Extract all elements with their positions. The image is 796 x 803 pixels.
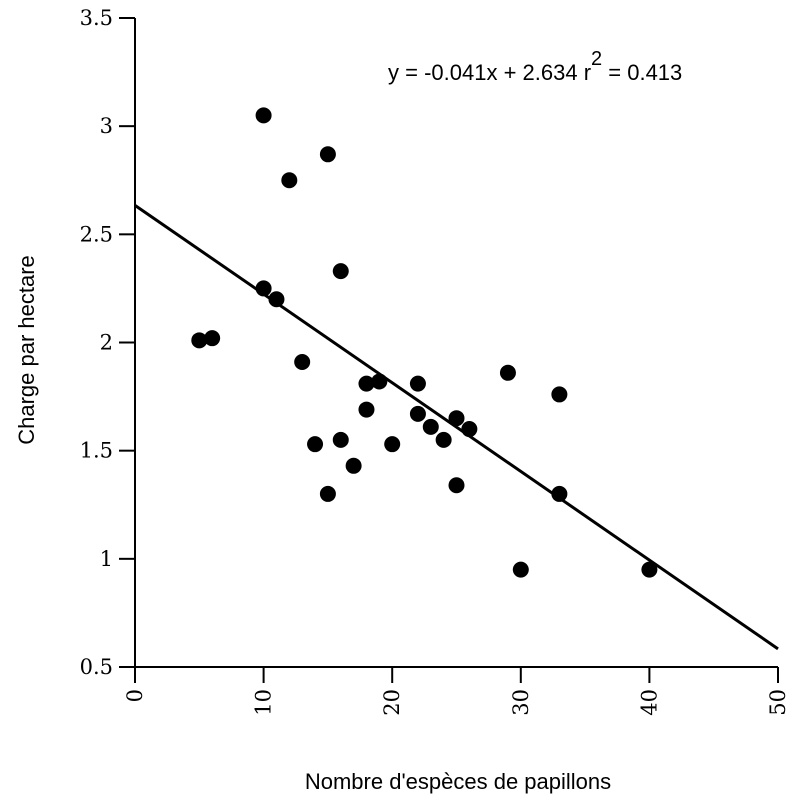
data-point-5 — [281, 172, 298, 189]
y-tick-label: 2 — [100, 331, 113, 355]
regression-line-group — [134, 204, 779, 651]
y-tick-label: 0.5 — [80, 655, 113, 679]
equation-superscript: 2 — [591, 48, 602, 70]
axes: 0.5 1 1.5 2 2.5 3 3.5 0 10 20 30 40 50 — [80, 6, 790, 716]
y-tick-label: 2.5 — [80, 222, 113, 246]
x-tick-label: 10 — [252, 689, 276, 716]
x-tick-label: 20 — [380, 689, 404, 716]
data-point-4 — [268, 291, 285, 308]
data-point-24 — [499, 364, 516, 381]
data-point-15 — [371, 373, 388, 390]
data-point-10 — [332, 263, 349, 280]
data-point-9 — [319, 485, 336, 502]
data-point-12 — [345, 457, 362, 474]
x-axis-label: Nombre d'espèces de papillons — [305, 769, 611, 794]
data-point-20 — [435, 431, 452, 448]
data-points — [191, 107, 658, 578]
regression-line — [134, 204, 779, 651]
equation-r2-value: = 0.413 — [602, 60, 682, 85]
x-tick-label: 40 — [637, 689, 661, 716]
data-point-27 — [551, 485, 568, 502]
data-point-14 — [358, 401, 375, 418]
data-point-21 — [448, 410, 465, 427]
x-tick-label: 50 — [766, 689, 790, 716]
data-point-6 — [294, 353, 311, 370]
data-point-18 — [409, 405, 426, 422]
data-point-8 — [319, 146, 336, 163]
data-point-13 — [358, 375, 375, 392]
data-point-11 — [332, 431, 349, 448]
y-tick-label: 1 — [100, 547, 113, 571]
equation-text: y = -0.041x + 2.634 r — [388, 60, 591, 85]
x-tick-label: 30 — [509, 689, 533, 716]
y-axis-label: Charge par hectare — [14, 255, 39, 445]
data-point-25 — [512, 561, 529, 578]
data-point-17 — [409, 375, 426, 392]
data-point-2 — [255, 107, 272, 124]
y-tick-label: 3 — [100, 114, 113, 138]
data-point-3 — [255, 280, 272, 297]
data-point-7 — [307, 436, 324, 453]
data-point-16 — [384, 436, 401, 453]
y-tick-label: 1.5 — [80, 439, 113, 463]
data-point-26 — [551, 386, 568, 403]
data-point-0 — [191, 332, 208, 349]
x-tick-label: 0 — [123, 689, 147, 702]
data-point-22 — [448, 477, 465, 494]
data-point-1 — [204, 330, 221, 347]
data-point-19 — [422, 418, 439, 435]
data-point-23 — [461, 421, 478, 438]
y-tick-label: 3.5 — [80, 6, 113, 30]
regression-equation: y = -0.041x + 2.634 r2 = 0.413 — [388, 48, 682, 85]
data-point-28 — [641, 561, 658, 578]
